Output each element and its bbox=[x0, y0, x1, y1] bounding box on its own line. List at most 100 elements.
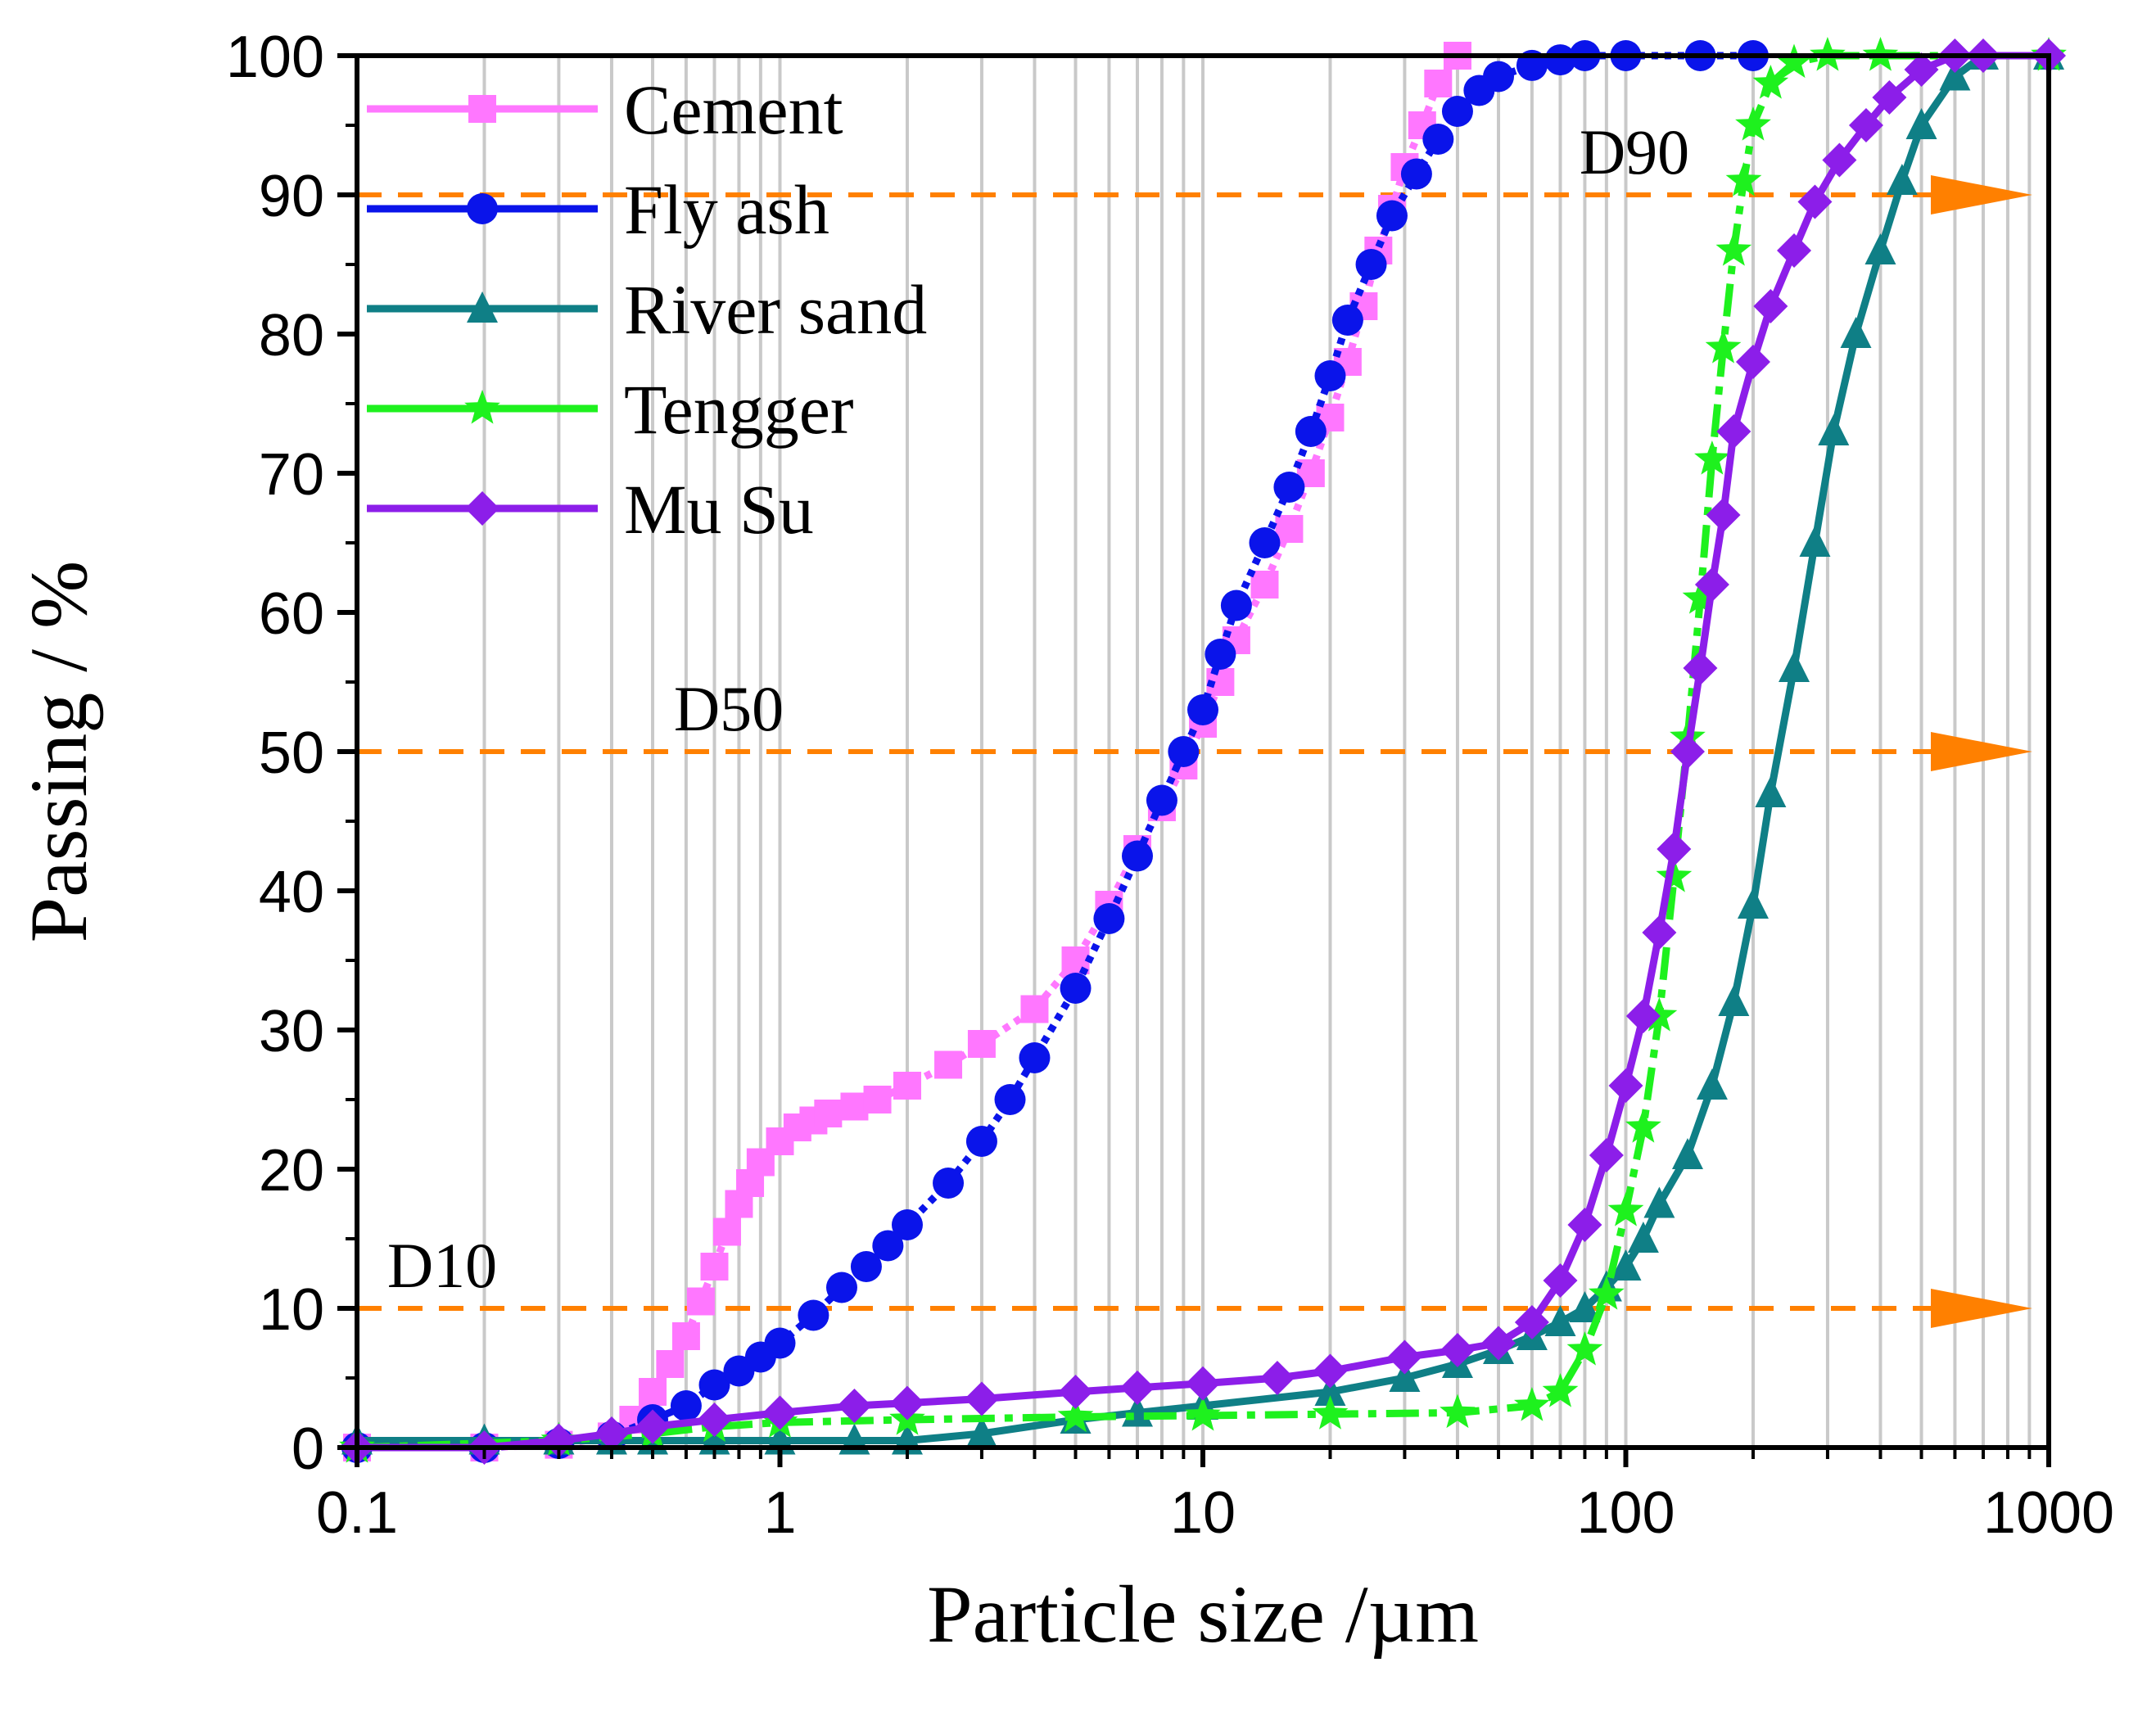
data-point-mu-su bbox=[889, 1385, 924, 1421]
data-point-river-sand bbox=[1643, 1186, 1675, 1218]
data-point-mu-su bbox=[1797, 184, 1833, 219]
data-point-river-sand bbox=[1544, 1305, 1576, 1336]
data-point-fly-ash bbox=[1146, 784, 1177, 816]
data-point-tengger bbox=[1057, 1398, 1094, 1433]
data-point-tengger bbox=[1589, 1276, 1625, 1310]
data-point-mu-su bbox=[1657, 832, 1692, 866]
data-point-tengger bbox=[1312, 1395, 1349, 1430]
data-point-mu-su bbox=[635, 1409, 671, 1444]
legend-item-tengger: Tengger bbox=[367, 370, 854, 449]
reference-lines: D10 D50 D90 bbox=[357, 116, 2032, 1328]
data-point-mu-su bbox=[1119, 1370, 1155, 1405]
series-mu-su bbox=[340, 38, 2066, 1465]
y-tick-label: 100 bbox=[226, 25, 324, 90]
data-point-fly-ash bbox=[933, 1168, 965, 1199]
series-layer bbox=[339, 37, 2067, 1465]
data-point-cement bbox=[1424, 70, 1453, 97]
data-point-cement bbox=[712, 1217, 741, 1246]
data-point-fly-ash bbox=[994, 1084, 1026, 1115]
data-point-mu-su bbox=[1716, 414, 1751, 449]
data-point-cement bbox=[671, 1322, 700, 1350]
x-tick-label: 1000 bbox=[1983, 1480, 2114, 1546]
legend-marker-mu-su bbox=[465, 491, 499, 526]
data-point-fly-ash bbox=[670, 1390, 702, 1421]
data-point-river-sand bbox=[1799, 526, 1831, 557]
data-point-fly-ash bbox=[1019, 1042, 1051, 1073]
data-point-mu-su bbox=[1058, 1375, 1093, 1409]
data-point-river-sand bbox=[1696, 1068, 1728, 1100]
y-tick-label: 80 bbox=[259, 303, 324, 368]
data-point-mu-su bbox=[1514, 1305, 1549, 1339]
legend-item-river-sand: River sand bbox=[367, 270, 927, 349]
legend-label-cement: Cement bbox=[624, 70, 843, 149]
data-point-mu-su bbox=[697, 1403, 732, 1437]
x-tick-label: 100 bbox=[1576, 1480, 1675, 1546]
series-fly-ash bbox=[341, 40, 1769, 1463]
data-point-tengger bbox=[1514, 1387, 1550, 1421]
data-point-mu-su bbox=[1481, 1326, 1516, 1361]
data-point-river-sand bbox=[1610, 1249, 1642, 1281]
data-point-tengger bbox=[1641, 997, 1678, 1032]
data-point-tengger bbox=[1715, 232, 1752, 266]
data-point-cement bbox=[1250, 571, 1279, 599]
data-point-fly-ash bbox=[1205, 639, 1236, 670]
data-point-fly-ash bbox=[1314, 360, 1346, 391]
data-point-tengger bbox=[1185, 1396, 1221, 1431]
data-point-tengger bbox=[1440, 1394, 1476, 1429]
y-tick-label: 30 bbox=[259, 999, 324, 1064]
legend-marker-river-sand bbox=[467, 291, 498, 323]
data-point-cement bbox=[863, 1086, 892, 1113]
data-point-fly-ash bbox=[1220, 589, 1252, 621]
legend-label-river-sand: River sand bbox=[624, 270, 927, 349]
data-point-fly-ash bbox=[1400, 158, 1432, 190]
reference-label-d10: D10 bbox=[387, 1230, 497, 1301]
legend-item-fly-ash: Fly ash bbox=[367, 170, 829, 249]
legend-marker-fly-ash bbox=[467, 193, 498, 224]
data-point-mu-su bbox=[594, 1416, 629, 1451]
y-tick-label: 70 bbox=[259, 442, 324, 508]
data-point-fly-ash bbox=[1187, 694, 1218, 725]
y-tick-label: 0 bbox=[292, 1416, 324, 1482]
data-point-river-sand bbox=[1627, 1222, 1659, 1253]
legend: Cement Fly ash River sand Tengger Mu Su bbox=[367, 70, 927, 549]
data-point-tengger bbox=[1776, 43, 1812, 79]
data-point-tengger bbox=[1566, 1331, 1603, 1366]
data-point-river-sand bbox=[1779, 651, 1810, 682]
data-point-fly-ash bbox=[1093, 903, 1125, 934]
data-point-cement bbox=[1275, 515, 1304, 543]
data-point-mu-su bbox=[1608, 1068, 1643, 1103]
data-point-mu-su bbox=[1589, 1138, 1624, 1172]
data-point-fly-ash bbox=[1441, 96, 1473, 127]
data-point-fly-ash bbox=[1060, 973, 1092, 1004]
data-point-cement bbox=[893, 1072, 921, 1100]
data-point-tengger bbox=[1607, 1192, 1644, 1226]
data-point-mu-su bbox=[1683, 651, 1718, 685]
data-point-mu-su bbox=[762, 1395, 798, 1430]
data-point-river-sand bbox=[1718, 985, 1750, 1016]
data-point-mu-su bbox=[1259, 1361, 1295, 1395]
data-point-mu-su bbox=[1735, 345, 1770, 379]
data-point-cement bbox=[686, 1287, 715, 1316]
data-point-river-sand bbox=[1389, 1361, 1421, 1392]
data-point-tengger bbox=[1682, 580, 1719, 614]
data-point-mu-su bbox=[1670, 734, 1705, 769]
data-point-fly-ash bbox=[1422, 124, 1454, 155]
data-point-fly-ash bbox=[1544, 44, 1576, 76]
x-axis-title: Particle size /µm bbox=[927, 1569, 1479, 1660]
reference-label-d90: D90 bbox=[1580, 116, 1689, 187]
data-point-river-sand bbox=[1314, 1375, 1346, 1406]
data-point-river-sand bbox=[1905, 108, 1937, 139]
y-tick-label: 20 bbox=[259, 1138, 324, 1204]
data-point-fly-ash bbox=[1376, 200, 1408, 232]
y-tick-label: 10 bbox=[259, 1277, 324, 1343]
data-point-tengger bbox=[1705, 329, 1742, 364]
data-point-fly-ash bbox=[1331, 305, 1363, 336]
data-point-mu-su bbox=[1387, 1339, 1422, 1375]
data-point-tengger bbox=[1735, 106, 1771, 141]
data-point-mu-su bbox=[1822, 142, 1857, 178]
x-tick-label: 1 bbox=[763, 1480, 796, 1546]
reference-arrow-d10 bbox=[1931, 1289, 2032, 1328]
reference-arrow-d90 bbox=[1931, 175, 2032, 215]
data-point-fly-ash bbox=[1483, 61, 1515, 93]
data-point-cement bbox=[967, 1030, 996, 1058]
